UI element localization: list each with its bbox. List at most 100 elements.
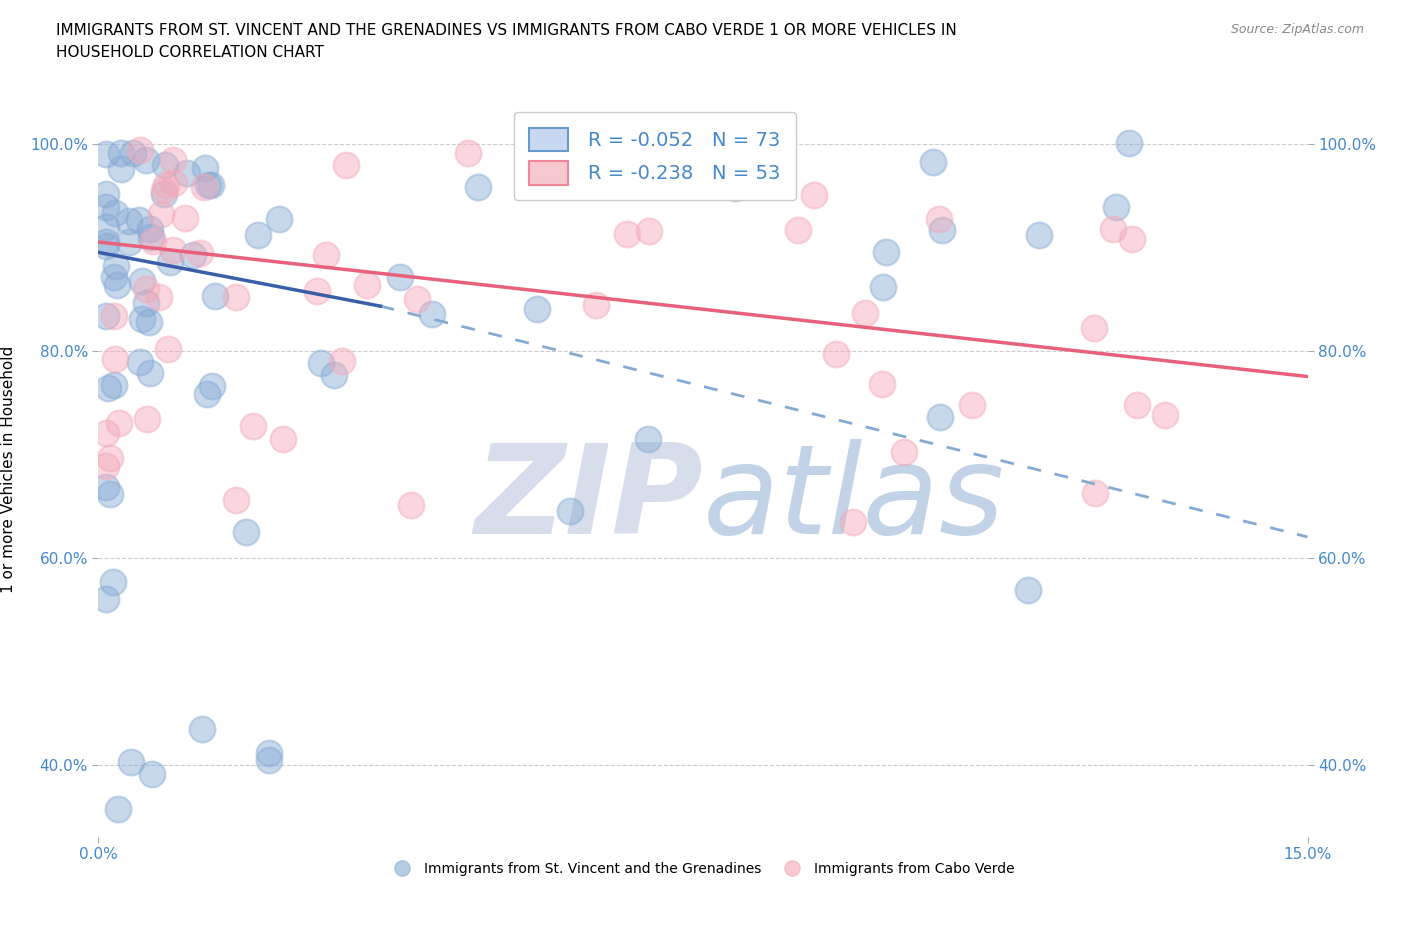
Point — [1154, 408, 1177, 423]
Point — [156, 341, 179, 356]
Point — [960, 397, 983, 412]
Point — [176, 166, 198, 180]
Point — [931, 222, 953, 237]
Point — [96, 219, 118, 234]
Point — [193, 179, 215, 194]
Point — [870, 377, 893, 392]
Point — [1126, 397, 1149, 412]
Point — [621, 169, 644, 184]
Point — [129, 142, 152, 157]
Point — [188, 246, 211, 260]
Point — [153, 186, 176, 201]
Point — [585, 298, 607, 312]
Point — [271, 432, 294, 446]
Point — [103, 378, 125, 392]
Point — [96, 187, 118, 202]
Point — [98, 486, 121, 501]
Point — [191, 722, 214, 737]
Point — [467, 179, 489, 194]
Point — [875, 245, 897, 259]
Point — [267, 212, 290, 227]
Point — [152, 182, 174, 197]
Point — [105, 277, 128, 292]
Point — [309, 355, 332, 370]
Text: IMMIGRANTS FROM ST. VINCENT AND THE GRENADINES VS IMMIGRANTS FROM CABO VERDE 1 O: IMMIGRANTS FROM ST. VINCENT AND THE GREN… — [56, 23, 957, 38]
Text: atlas: atlas — [703, 439, 1005, 560]
Point — [139, 221, 162, 236]
Point — [322, 367, 344, 382]
Point — [103, 206, 125, 220]
Point — [1102, 221, 1125, 236]
Point — [96, 146, 118, 161]
Point — [135, 296, 157, 311]
Point — [101, 575, 124, 590]
Point — [420, 307, 443, 322]
Point — [107, 416, 129, 431]
Point — [388, 270, 411, 285]
Point — [120, 754, 142, 769]
Point — [872, 280, 894, 295]
Point — [135, 153, 157, 167]
Point — [103, 269, 125, 284]
Point — [162, 153, 184, 167]
Point — [139, 365, 162, 380]
Point — [149, 206, 172, 221]
Point — [558, 503, 581, 518]
Point — [893, 445, 915, 460]
Point — [235, 525, 257, 539]
Point — [406, 292, 429, 307]
Point — [131, 273, 153, 288]
Point — [225, 289, 247, 304]
Point — [748, 148, 770, 163]
Point — [155, 178, 177, 193]
Point — [1028, 228, 1050, 243]
Point — [638, 223, 661, 238]
Point — [135, 282, 157, 297]
Point — [1083, 321, 1105, 336]
Point — [162, 243, 184, 258]
Point — [1084, 485, 1107, 500]
Point — [110, 146, 132, 161]
Point — [257, 746, 280, 761]
Point — [96, 591, 118, 606]
Point — [118, 234, 141, 249]
Point — [118, 213, 141, 228]
Point — [921, 155, 943, 170]
Point — [148, 290, 170, 305]
Point — [1118, 135, 1140, 150]
Point — [335, 157, 357, 172]
Point — [121, 146, 143, 161]
Point — [225, 493, 247, 508]
Point — [173, 210, 195, 225]
Point — [136, 412, 159, 427]
Point — [707, 170, 730, 185]
Point — [96, 480, 118, 495]
Point — [204, 288, 226, 303]
Point — [929, 409, 952, 424]
Point — [246, 228, 269, 243]
Point — [96, 234, 118, 249]
Point — [853, 305, 876, 320]
Point — [307, 284, 329, 299]
Point — [786, 223, 808, 238]
Point — [138, 314, 160, 329]
Point — [356, 278, 378, 293]
Point — [637, 432, 659, 446]
Point — [139, 229, 162, 244]
Point — [1017, 582, 1039, 597]
Point — [96, 426, 118, 441]
Point — [104, 259, 127, 273]
Point — [242, 418, 264, 433]
Point — [163, 175, 186, 190]
Point — [103, 308, 125, 323]
Point — [928, 211, 950, 226]
Text: Source: ZipAtlas.com: Source: ZipAtlas.com — [1230, 23, 1364, 36]
Point — [623, 150, 645, 165]
Text: HOUSEHOLD CORRELATION CHART: HOUSEHOLD CORRELATION CHART — [56, 45, 325, 60]
Point — [1121, 232, 1143, 246]
Point — [457, 145, 479, 160]
Point — [131, 312, 153, 326]
Point — [153, 158, 176, 173]
Point — [1105, 199, 1128, 214]
Text: ZIP: ZIP — [474, 439, 703, 560]
